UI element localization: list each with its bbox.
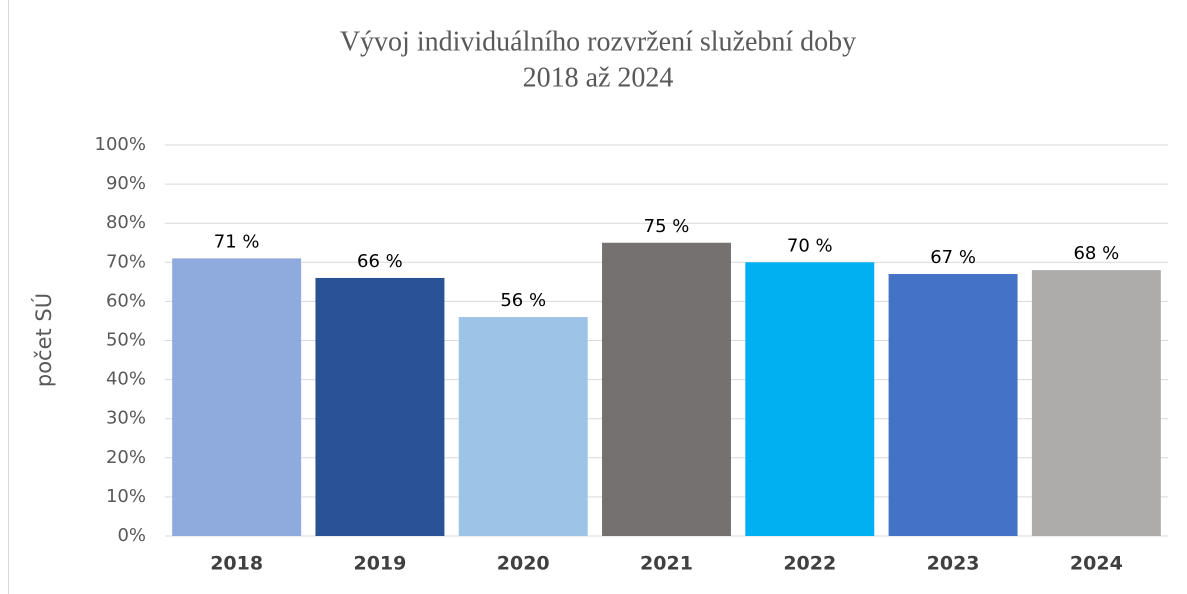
y-tick-label: 10% <box>106 486 146 507</box>
x-tick-label: 2019 <box>353 553 406 575</box>
y-tick-label: 100% <box>95 134 146 155</box>
x-tick-label: 2023 <box>927 553 980 575</box>
bar <box>1031 270 1161 536</box>
y-tick-label: 90% <box>106 173 146 194</box>
bar <box>602 242 731 536</box>
data-label: 75 % <box>644 216 690 237</box>
y-tick-label: 30% <box>106 408 146 429</box>
y-tick-label: 80% <box>106 212 146 233</box>
y-axis-label: počet SÚ <box>31 293 56 387</box>
data-label: 70 % <box>787 235 833 256</box>
chart-title: Vývoj individuálního rozvržení služební … <box>340 26 856 57</box>
data-label: 67 % <box>930 247 976 268</box>
data-label: 66 % <box>357 251 403 272</box>
y-tick-label: 0% <box>117 525 146 546</box>
bar <box>458 317 588 536</box>
y-tick-label: 60% <box>106 290 146 311</box>
x-tick-label: 2021 <box>640 553 693 575</box>
data-label: 68 % <box>1073 243 1119 264</box>
chart-subtitle: 2018 až 2024 <box>523 62 674 93</box>
bar <box>315 277 445 536</box>
y-tick-label: 20% <box>106 447 146 468</box>
data-label: 71 % <box>214 231 260 252</box>
y-tick-label: 50% <box>106 330 146 351</box>
data-label: 56 % <box>500 290 546 311</box>
bar <box>745 262 875 536</box>
x-tick-label: 2020 <box>497 553 550 575</box>
bar <box>172 258 302 536</box>
y-tick-label: 70% <box>106 251 146 272</box>
x-tick-label: 2024 <box>1070 553 1123 575</box>
x-tick-label: 2022 <box>783 553 836 575</box>
bar <box>888 274 1018 536</box>
chart-border <box>8 0 9 594</box>
x-tick-label: 2018 <box>210 553 263 575</box>
y-tick-label: 40% <box>106 369 146 390</box>
